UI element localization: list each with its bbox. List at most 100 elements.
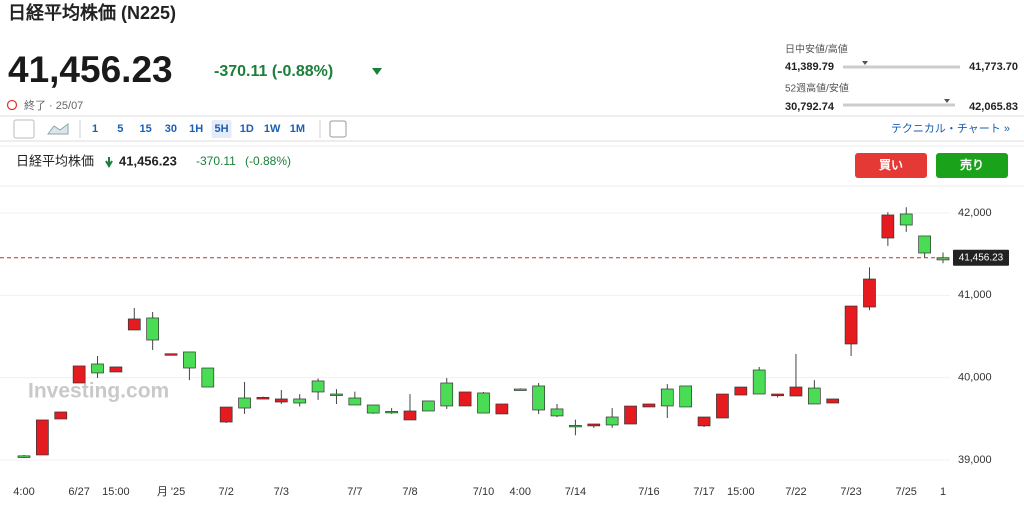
clock-icon [6, 99, 18, 111]
candle-body [918, 235, 931, 254]
interval-button[interactable]: 15 [139, 123, 151, 135]
candle-body [752, 369, 766, 395]
x-tick-label: 7/23 [840, 486, 861, 498]
sell-label[interactable]: 売り [960, 157, 984, 172]
x-tick-label: 1 [940, 486, 946, 498]
candle-body [697, 416, 711, 427]
interval-button[interactable]: 1H [189, 123, 203, 135]
last-price-label: 41,456.23 [959, 252, 1004, 263]
chart-price: 41,456.23 [119, 153, 177, 168]
buy-button[interactable] [855, 153, 927, 178]
x-tick-label: 15:00 [727, 486, 755, 498]
stat-high: 42,065.83 [969, 101, 1018, 113]
title: 日経平均株価 (N225) [8, 2, 176, 23]
candle-body [716, 393, 729, 419]
y-tick-label: 41,000 [958, 289, 992, 301]
candle-body [660, 388, 674, 407]
candle-body [899, 213, 913, 226]
x-tick-label: 7/2 [219, 486, 234, 498]
candle-body [366, 404, 380, 414]
interval-button[interactable]: 5 [117, 123, 123, 135]
candle-body [477, 392, 490, 414]
candle-body [36, 419, 49, 456]
candle-body [256, 397, 270, 400]
x-tick-label: 7/3 [274, 486, 289, 498]
candle-body [72, 365, 86, 384]
x-tick-label: 7/14 [565, 486, 586, 498]
interval-button[interactable]: 1 [92, 123, 98, 135]
y-tick-label: 40,000 [958, 372, 992, 384]
interval-button[interactable]: 1W [264, 123, 281, 135]
interval-button[interactable]: 30 [165, 123, 177, 135]
candle-body [936, 257, 950, 261]
candle-body [219, 406, 233, 423]
candle-body [348, 397, 362, 406]
last-price-box [953, 249, 1009, 266]
range-marker [944, 99, 950, 103]
candle-body [109, 366, 123, 373]
x-tick-label: 15:00 [102, 486, 130, 498]
candle-body [605, 416, 619, 426]
candle-body [624, 405, 637, 425]
candle-body [201, 367, 215, 388]
interval-button[interactable]: 1D [240, 123, 254, 135]
candle-body [183, 351, 196, 369]
candle-body [403, 410, 417, 421]
candle-body [238, 397, 251, 409]
candle-body [385, 411, 398, 414]
stat-label: 52週高値/安値 [785, 82, 849, 95]
change: -370.11 (-0.88%) [214, 63, 333, 80]
price: 41,456.23 [8, 49, 173, 90]
candle-body [587, 423, 601, 427]
buy-label[interactable]: 買い [879, 158, 903, 172]
candle-body [164, 353, 178, 356]
watermark: Investing.com [28, 380, 169, 403]
chart-name: 日経平均株価 [16, 153, 94, 168]
x-tick-label: 7/25 [896, 486, 917, 498]
candle-body [91, 363, 104, 374]
x-tick-label: 7/22 [785, 486, 806, 498]
candle-body [734, 386, 748, 396]
sell-button[interactable] [936, 153, 1008, 178]
candle-body [881, 214, 895, 239]
candle-body [844, 305, 858, 345]
area-icon[interactable] [47, 123, 69, 135]
candle-body [569, 425, 582, 428]
candle-body [422, 400, 435, 412]
interval-button[interactable]: 1M [290, 123, 305, 135]
x-tick-label: 6/27 [68, 486, 89, 498]
candle-body [17, 455, 31, 458]
candle-body [679, 385, 693, 408]
y-tick-label: 39,000 [958, 454, 992, 466]
candle-body [826, 398, 840, 404]
candle-body [771, 393, 784, 397]
down-arrow [372, 68, 382, 75]
candle-body [54, 411, 68, 420]
candle-body [863, 278, 876, 308]
range-marker [862, 61, 868, 65]
stat-label: 日中安値/高値 [785, 43, 848, 56]
candle-body [642, 403, 656, 408]
stats: 日中安値/高値 41,389.79 41,773.70 52週高値/安値 30,… [785, 43, 1018, 113]
stat-low: 41,389.79 [785, 61, 834, 73]
candle-body [513, 388, 527, 391]
x-tick-label: 7/17 [693, 486, 714, 498]
candle-body [807, 387, 821, 405]
x-tick-label: 7/10 [473, 486, 494, 498]
chart-percent: (-0.88%) [245, 154, 291, 168]
candle-body [495, 403, 509, 415]
selected-bg [211, 120, 232, 138]
y-tick-label: 42,000 [958, 207, 992, 219]
indicator-icon[interactable] [329, 120, 347, 138]
candle-body [311, 380, 325, 393]
candle-icon[interactable] [13, 119, 35, 139]
candle-body [146, 317, 160, 341]
candle-body [458, 391, 472, 407]
technical-link[interactable]: テクニカル・チャート » [891, 122, 1010, 135]
interval-button[interactable]: 5H [214, 123, 228, 135]
x-tick-label: 7/8 [402, 486, 417, 498]
candle-body [330, 393, 343, 396]
x-tick-label: 7/7 [347, 486, 362, 498]
candle-body [532, 385, 545, 411]
